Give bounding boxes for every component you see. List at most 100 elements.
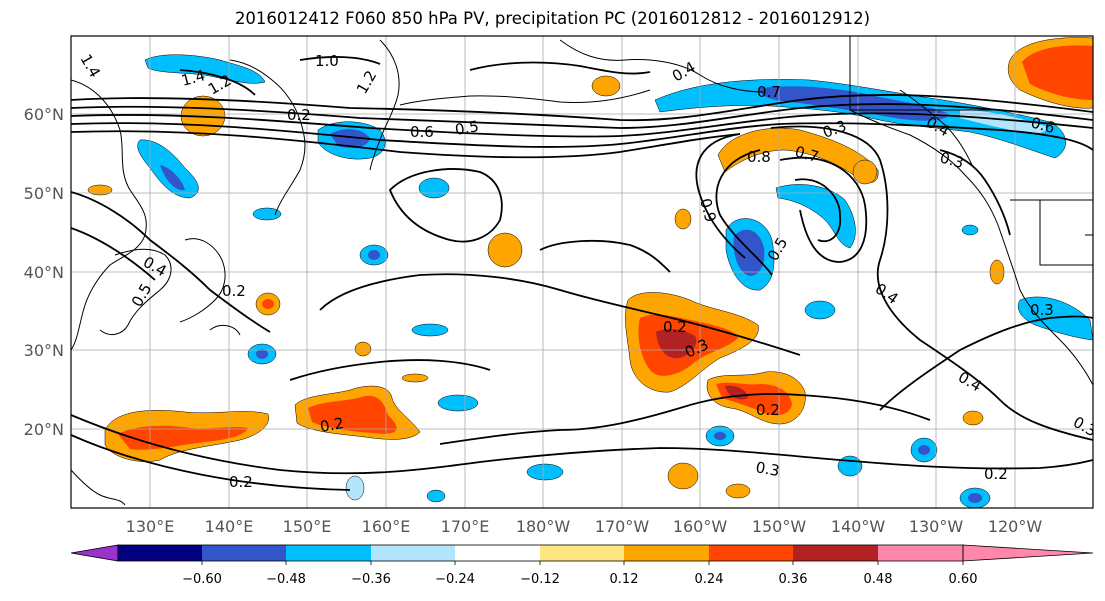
precip-negative	[437, 394, 479, 412]
contour-label: 0.8	[747, 148, 771, 166]
colorbar-extend-low	[70, 544, 119, 562]
lon-axis: 130°E 140°E 150°E 160°E 170°E 180°W 170°…	[126, 517, 1043, 536]
precip-negative	[837, 455, 863, 477]
lat-axis: 60°N 50°N 40°N 30°N 20°N	[24, 105, 64, 439]
lon-label: 160°E	[362, 517, 411, 536]
colorbar-segment	[202, 545, 286, 561]
contour-label: 0.2	[287, 106, 311, 124]
precip-negative	[714, 432, 726, 440]
precip-negative	[160, 165, 185, 191]
precip-shading	[87, 37, 1093, 508]
precip-positive	[87, 184, 113, 196]
contour-label: 0.2	[229, 473, 253, 491]
precip-positive	[308, 395, 397, 434]
lon-label: 150°E	[283, 517, 332, 536]
precip-negative	[426, 489, 446, 503]
lat-label: 50°N	[24, 184, 64, 203]
precip-negative	[345, 475, 365, 501]
colorbar-segment	[624, 545, 709, 561]
precip-positive	[1022, 45, 1093, 100]
precip-positive	[674, 208, 692, 230]
precip-positive	[262, 299, 274, 309]
colorbar-segment	[709, 545, 793, 561]
colorbar-tick: 0.36	[779, 572, 808, 587]
precip-negative	[759, 86, 950, 121]
precip-negative	[252, 207, 282, 221]
lon-label: 140°W	[831, 517, 886, 536]
contour-label: 0.2	[984, 465, 1008, 483]
colorbar-segment	[118, 545, 202, 561]
precip-negative	[418, 177, 450, 199]
precip-negative	[960, 110, 1047, 134]
precip-negative	[526, 463, 564, 481]
colorbar-segment	[793, 545, 878, 561]
lon-label: 170°E	[441, 517, 490, 536]
colorbar-tick: −0.60	[182, 572, 222, 587]
lon-label: 140°E	[205, 517, 254, 536]
colorbar-tick: 0.12	[610, 572, 639, 587]
contour-label: 0.3	[938, 148, 966, 172]
precip-positive	[487, 232, 523, 268]
precip-negative	[968, 493, 982, 503]
contour-label: 0.2	[319, 414, 346, 436]
precip-positive	[667, 462, 699, 490]
precip-negative	[411, 323, 449, 337]
colorbar-tick: 0.24	[695, 572, 724, 587]
contour-label: 0.5	[454, 117, 481, 139]
colorbar-tick: −0.36	[351, 572, 391, 587]
colorbar-tick: 0.48	[864, 572, 893, 587]
lat-label: 20°N	[24, 420, 64, 439]
precip-negative	[368, 250, 380, 260]
lon-label: 130°W	[909, 517, 964, 536]
lon-label: 120°W	[988, 517, 1043, 536]
contour-label: 0.2	[663, 318, 687, 336]
precip-positive	[591, 75, 621, 97]
colorbar: −0.60 −0.48 −0.36 −0.24 −0.12 0.12 0.24 …	[70, 544, 1094, 587]
colorbar-extend-high	[962, 544, 1094, 562]
colorbar-tick: −0.12	[520, 572, 560, 587]
lon-label: 180°W	[516, 517, 571, 536]
colorbar-tick: −0.24	[435, 572, 475, 587]
coastlines	[71, 36, 1093, 506]
contour-label: 0.7	[757, 83, 781, 101]
colorbar-segment	[878, 545, 963, 561]
colorbar-segment	[371, 545, 455, 561]
precip-positive	[401, 373, 429, 383]
contour-label: 0.9	[696, 196, 720, 224]
contour-label: 0.2	[222, 282, 246, 300]
lon-label: 130°E	[126, 517, 175, 536]
precip-negative	[775, 184, 856, 249]
map-title: 2016012412 F060 850 hPa PV, precipitatio…	[234, 9, 871, 28]
contour-label: 0.3	[1030, 301, 1054, 319]
graticule	[71, 36, 1093, 508]
precip-positive	[354, 341, 372, 357]
precip-positive	[962, 410, 984, 426]
lat-label: 60°N	[24, 105, 64, 124]
contour-label: 0.6	[1029, 113, 1057, 137]
map-frame	[70, 35, 1094, 509]
map-area: 1.4 1.0 1.4 1.2 1.2 0.6 0.5 0.4 0.5 0.2 …	[71, 36, 1093, 508]
colorbar-segment	[455, 545, 540, 561]
pv-contours	[71, 56, 1093, 491]
precip-negative	[804, 300, 836, 320]
contour-label: 1.4	[179, 66, 207, 90]
lon-label: 170°W	[595, 517, 650, 536]
contour-label: 1.0	[315, 52, 339, 70]
lon-label: 160°W	[673, 517, 728, 536]
lon-label: 150°W	[752, 517, 807, 536]
colorbar-segment	[540, 545, 624, 561]
precip-negative	[654, 79, 1066, 159]
colorbar-segment	[286, 545, 371, 561]
contour-label: 0.7	[793, 142, 821, 166]
colorbar-tick: −0.48	[266, 572, 306, 587]
precip-negative	[256, 349, 268, 359]
colorbar-tick: 0.60	[949, 572, 978, 587]
contour-label: 0.2	[756, 401, 780, 419]
contour-label: 0.3	[754, 458, 781, 480]
precip-negative	[144, 54, 266, 84]
precip-negative	[961, 224, 979, 236]
precip-positive	[717, 127, 879, 183]
lat-label: 40°N	[24, 263, 64, 282]
precip-positive	[656, 329, 697, 359]
